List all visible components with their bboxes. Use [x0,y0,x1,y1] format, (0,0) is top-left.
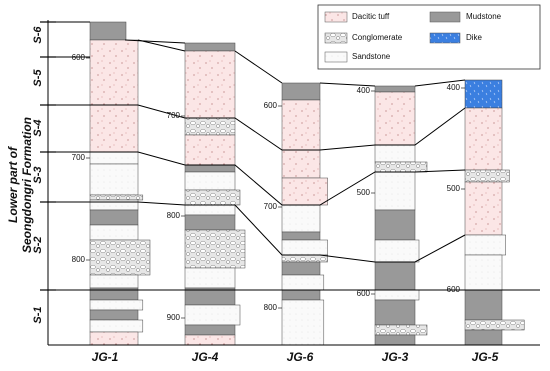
depth-label: 700 [167,111,181,120]
rock-layer [89,239,151,276]
rock-layer [281,239,328,256]
rock-layer [374,85,416,93]
rock-layer [184,50,236,119]
legend-label: Dacitic tuff [352,12,390,21]
depth-label: 800 [167,211,181,220]
rock-layer [184,229,246,269]
unit-label: S-5 [32,69,44,87]
rock-layer [184,204,236,216]
depth-label: 500 [447,184,461,193]
depth-label: 600 [447,285,461,294]
rock-layer [374,209,416,241]
rock-layer [281,82,321,101]
depth-label: 500 [357,188,371,197]
rock-layer [281,231,321,241]
rock-layer [281,204,321,233]
depth-label: 600 [72,53,86,62]
depth-label: 700 [72,153,86,162]
rock-layer [184,287,236,306]
legend-label: Mudstone [466,12,502,21]
rock-layer [464,181,503,236]
rock-layer [89,299,144,311]
column-name: JG-6 [287,350,314,364]
rock-layer [89,151,139,165]
rock-layer [374,171,416,211]
rock-layer [464,319,525,331]
rock-layer [89,309,139,321]
rock-layer [464,289,503,321]
rock-layer [89,224,139,241]
rock-layer [184,189,241,206]
rock-layer [281,177,328,206]
rock-layer [374,91,416,146]
rock-layer [281,289,321,301]
rock-layer [374,261,416,291]
rock-layer [89,194,144,201]
rock-layer [374,334,416,346]
legend: Dacitic tuff Mudstone Conglomerate Dike … [317,4,541,70]
rock-layer [184,117,236,136]
rock-layer [374,239,420,263]
rock-layer [464,107,503,171]
rock-layer [184,267,236,289]
rock-layer [184,304,241,326]
correlation-line [48,151,466,206]
rock-layer [464,79,503,109]
depth-label: 700 [264,202,278,211]
depth-label: 600 [264,101,278,110]
rock-layer [89,319,144,333]
rock-layer [184,334,236,346]
rock-layer [464,329,503,346]
depth-label: 800 [72,255,86,264]
correlation-line [48,21,466,87]
unit-label: S-1 [32,306,44,323]
rock-layer [464,254,503,291]
rock-layer [374,289,420,301]
rock-layer [89,331,139,346]
rock-layer [464,234,506,256]
column-name: JG-4 [192,350,219,364]
rock-layer [89,21,127,41]
rock-layer [464,169,510,183]
rock-layer [89,209,139,226]
title: Seongdongri Formation [20,117,34,253]
correlation-line [48,104,466,151]
legend-label: Dike [466,33,483,42]
column-name: JG-3 [382,350,409,364]
depth-label: 400 [357,86,371,95]
legend-label: Conglomerate [352,33,403,42]
rock-layer [184,214,236,231]
unit-label: S-3 [32,166,44,183]
depth-label: 400 [447,83,461,92]
rock-layer [281,99,321,179]
rock-layer [281,274,325,291]
unit-label: S-2 [32,236,44,253]
column-name: JG-1 [92,350,119,364]
rock-layer [184,42,236,52]
rock-layer [89,274,139,289]
rock-layer [374,161,428,173]
rock-layer [184,134,236,166]
rock-layer [89,39,139,153]
unit-label: S-4 [32,119,44,136]
title: Lower part of [6,146,20,223]
rock-layer [374,324,428,336]
rock-layer [184,324,236,336]
rock-layer [89,163,139,196]
depth-label: 900 [167,313,181,322]
unit-label: S-6 [32,26,44,44]
rock-layer [281,261,321,276]
rock-layer [184,171,236,191]
rock-layer [374,299,416,326]
depth-label: 800 [264,303,278,312]
rock-layer [184,164,236,173]
rock-layer [374,144,416,163]
rock-layer [281,254,328,263]
column-name: JG-5 [472,350,499,364]
legend-label: Sandstone [352,52,391,61]
depth-label: 600 [357,289,371,298]
rock-layer [281,299,325,346]
correlation-line [48,201,466,263]
